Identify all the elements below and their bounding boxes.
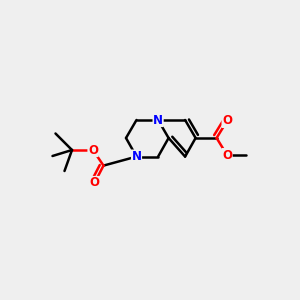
Text: O: O xyxy=(88,143,98,157)
Text: O: O xyxy=(222,148,232,162)
Text: O: O xyxy=(89,176,100,190)
Text: N: N xyxy=(153,113,163,127)
Text: O: O xyxy=(222,114,232,128)
Text: N: N xyxy=(131,150,142,163)
